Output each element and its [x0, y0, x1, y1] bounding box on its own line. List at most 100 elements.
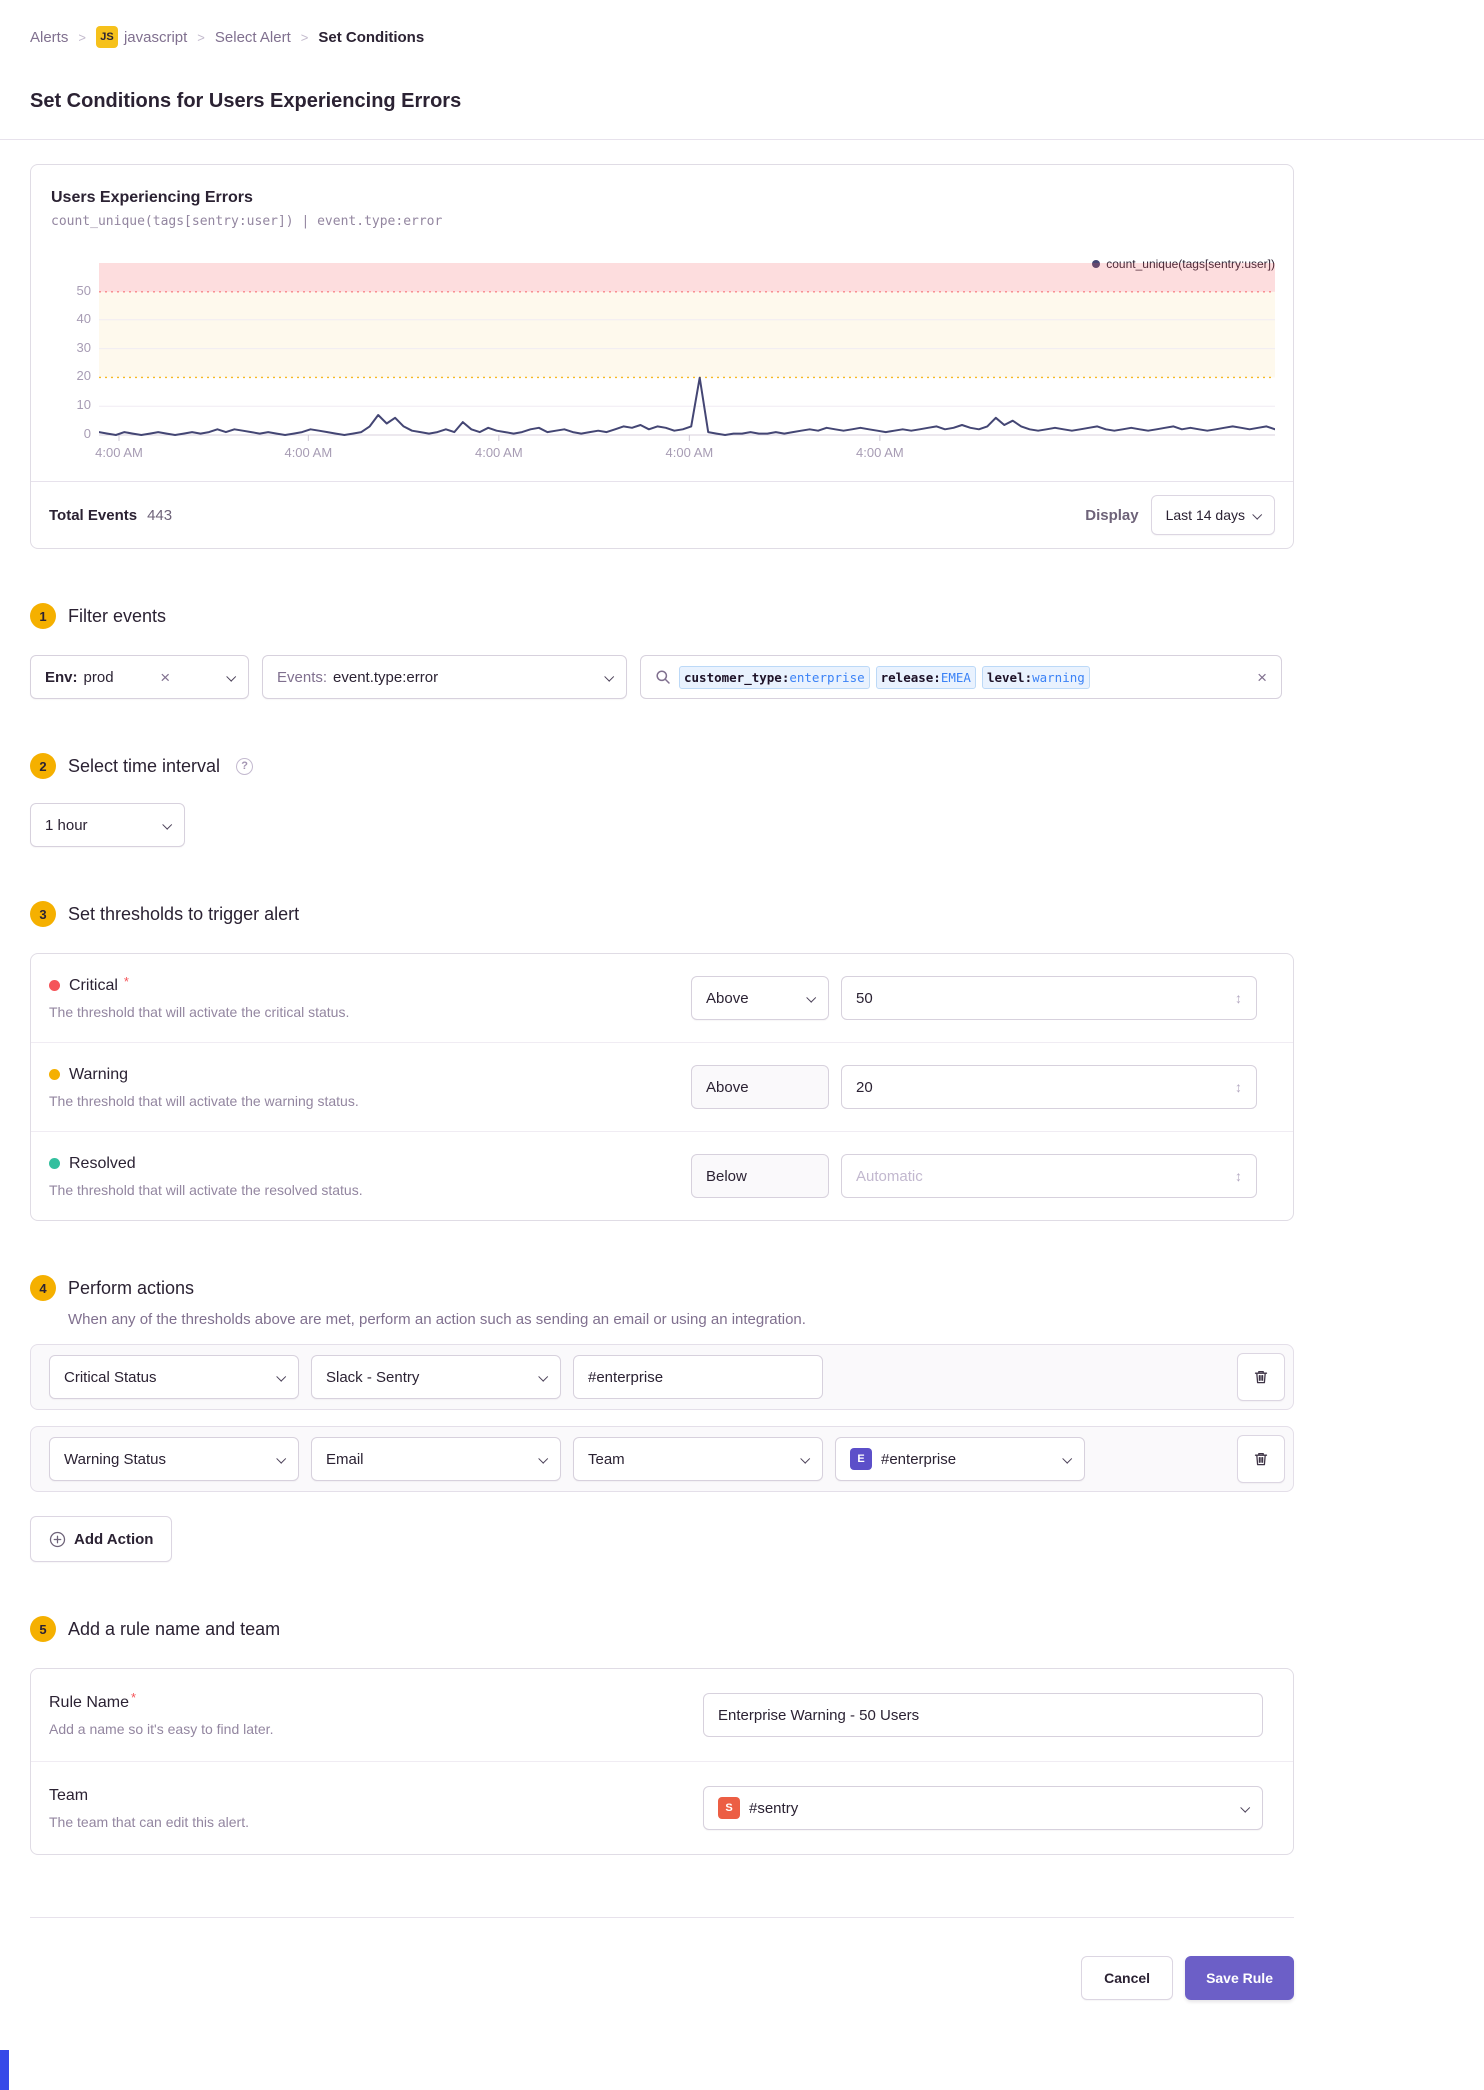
- number-stepper-icon[interactable]: ↕: [1235, 990, 1242, 1006]
- help-icon[interactable]: ?: [236, 757, 254, 775]
- footer-divider: [30, 1917, 1294, 1918]
- action-target-type-select[interactable]: Team: [573, 1437, 823, 1481]
- trash-icon: [1254, 1452, 1268, 1466]
- section-title-perform-actions: Perform actions: [68, 1277, 195, 1298]
- action-type-value: Slack - Sentry: [326, 1368, 420, 1386]
- action-status-select[interactable]: Critical Status: [49, 1355, 299, 1399]
- team-row: Team The team that can edit this alert. …: [31, 1762, 1293, 1854]
- critical-comparator-value: Above: [706, 989, 749, 1007]
- team-avatar: E: [850, 1448, 872, 1470]
- action-team-value: #enterprise: [881, 1450, 957, 1468]
- cancel-button[interactable]: Cancel: [1081, 1956, 1174, 2000]
- step-badge-4: 4: [30, 1275, 56, 1301]
- clear-environment-icon[interactable]: ×: [160, 667, 171, 687]
- event-types-select[interactable]: Events: event.type:error: [262, 655, 627, 699]
- add-action-button[interactable]: Add Action: [30, 1516, 173, 1562]
- footer-actions: Cancel Save Rule: [30, 1956, 1294, 2000]
- search-filter-input[interactable]: customer_type:enterprise release:EMEA le…: [640, 655, 1282, 699]
- rule-name-input[interactable]: Enterprise Warning - 50 Users: [703, 1693, 1263, 1737]
- number-stepper-icon[interactable]: ↕: [1235, 1168, 1242, 1184]
- event-types-prefix: Events:: [277, 668, 328, 686]
- event-types-value: event.type:error: [333, 668, 439, 686]
- search-token[interactable]: level:warning: [981, 665, 1090, 689]
- critical-comparator-select[interactable]: Above: [691, 976, 829, 1020]
- plus-circle-icon: [49, 1531, 66, 1547]
- resolved-comparator: Below: [691, 1154, 829, 1198]
- chart-title: Users Experiencing Errors: [51, 189, 253, 206]
- critical-threshold-row: Critical * The threshold that will activ…: [31, 954, 1293, 1043]
- y-tick: 10: [76, 397, 91, 412]
- breadcrumb-alerts[interactable]: Alerts: [30, 28, 69, 46]
- breadcrumb-separator: >: [78, 29, 86, 45]
- team-value: #sentry: [749, 1799, 799, 1817]
- critical-threshold-input[interactable]: 50 ↕: [841, 976, 1257, 1020]
- action-status-value: Warning Status: [64, 1450, 166, 1468]
- chevron-down-icon: [1240, 1802, 1251, 1813]
- token-value: EMEA: [940, 669, 971, 685]
- search-token[interactable]: release:EMEA: [875, 665, 976, 689]
- action-type-select[interactable]: Email: [311, 1437, 561, 1481]
- breadcrumb: Alerts > JS javascript > Select Alert > …: [30, 26, 1454, 48]
- chevron-down-icon: [538, 1453, 549, 1464]
- team-description: The team that can edit this alert.: [49, 1813, 249, 1830]
- chart-plot-area: 50 40 30 20 10 0: [47, 263, 1277, 441]
- action-target-value: #enterprise: [588, 1368, 664, 1386]
- warning-comparator-value: Above: [706, 1078, 749, 1096]
- rule-name-value: Enterprise Warning - 50 Users: [718, 1706, 920, 1724]
- section-rule-name-team: 5 Add a rule name and team Rule Name * A…: [30, 1616, 1294, 1855]
- breadcrumb-select-alert[interactable]: Select Alert: [214, 28, 291, 46]
- warning-threshold-input[interactable]: 20 ↕: [841, 1065, 1257, 1109]
- bottom-left-accent: [0, 2050, 9, 2090]
- step-badge-2: 2: [30, 753, 56, 779]
- chevron-down-icon: [162, 819, 173, 830]
- search-token[interactable]: customer_type:enterprise: [679, 665, 870, 689]
- environment-value: prod: [83, 668, 114, 686]
- environment-select[interactable]: Env: prod ×: [30, 655, 249, 699]
- x-tick: 4:00 AM: [95, 445, 143, 460]
- action-target-type-value: Team: [588, 1450, 625, 1468]
- step-badge-3: 3: [30, 901, 56, 927]
- action-team-select[interactable]: E #enterprise: [835, 1437, 1085, 1481]
- trash-icon: [1254, 1370, 1268, 1384]
- display-range-value: Last 14 days: [1165, 507, 1245, 523]
- rule-name-label: Rule Name: [49, 1693, 130, 1711]
- resolved-comparator-value: Below: [706, 1167, 747, 1185]
- number-stepper-icon[interactable]: ↕: [1235, 1079, 1242, 1095]
- search-tokens: customer_type:enterprise release:EMEA le…: [679, 665, 1090, 689]
- chevron-down-icon: [226, 671, 237, 682]
- chart-query: count_unique(tags[sentry:user]) | event.…: [51, 214, 443, 229]
- action-type-select[interactable]: Slack - Sentry: [311, 1355, 561, 1399]
- token-key: customer_type:: [684, 669, 790, 685]
- series-line: [99, 376, 1275, 436]
- action-target-input[interactable]: #enterprise: [573, 1355, 823, 1399]
- breadcrumb-set-conditions: Set Conditions: [318, 28, 425, 46]
- breadcrumb-separator: >: [300, 29, 309, 45]
- section-title-rule-name-team: Add a rule name and team: [68, 1618, 281, 1639]
- resolved-threshold-placeholder: Automatic: [856, 1167, 923, 1185]
- team-select[interactable]: S #sentry: [703, 1786, 1263, 1830]
- action-status-value: Critical Status: [64, 1368, 157, 1386]
- sentry-team-avatar: S: [718, 1797, 740, 1819]
- section-title-filter-events: Filter events: [68, 605, 167, 626]
- action-status-select[interactable]: Warning Status: [49, 1437, 299, 1481]
- alert-line-chart: [99, 263, 1275, 441]
- save-rule-button[interactable]: Save Rule: [1185, 1956, 1294, 2000]
- breadcrumb-project[interactable]: JS javascript: [95, 26, 187, 48]
- delete-action-button[interactable]: [1237, 1353, 1285, 1401]
- time-interval-select[interactable]: 1 hour: [30, 803, 185, 847]
- resolved-description: The threshold that will activate the res…: [49, 1181, 363, 1198]
- chevron-down-icon: [276, 1453, 287, 1464]
- page-title: Set Conditions for Users Experiencing Er…: [30, 90, 462, 112]
- delete-action-button[interactable]: [1237, 1435, 1285, 1483]
- rule-name-description: Add a name so it's easy to find later.: [49, 1720, 274, 1737]
- clear-search-icon[interactable]: ×: [1257, 667, 1267, 687]
- chevron-down-icon: [806, 992, 817, 1003]
- required-asterisk: *: [123, 974, 129, 989]
- display-range-dropdown[interactable]: Last 14 days: [1150, 495, 1275, 535]
- time-interval-value: 1 hour: [45, 816, 88, 834]
- page-header: Alerts > JS javascript > Select Alert > …: [0, 0, 1484, 140]
- action-row-warning: Warning Status Email Team E #enterprise: [30, 1426, 1294, 1492]
- resolved-threshold-input[interactable]: Automatic ↕: [841, 1154, 1257, 1198]
- token-value: warning: [1032, 669, 1085, 685]
- step-badge-1: 1: [30, 603, 56, 629]
